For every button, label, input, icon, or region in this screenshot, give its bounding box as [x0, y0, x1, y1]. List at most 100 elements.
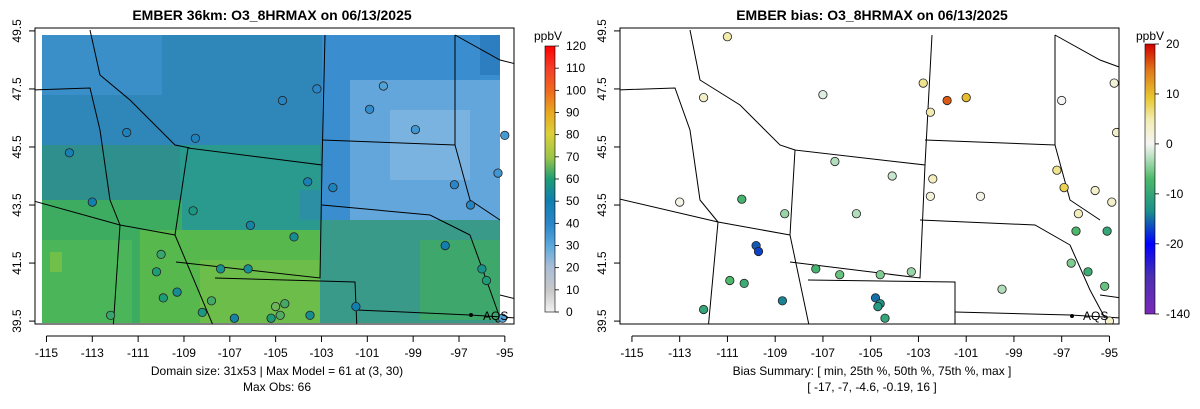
- bias-point: [1057, 95, 1067, 106]
- obs-point: [305, 310, 315, 320]
- colorbar-label: 40: [566, 216, 580, 230]
- colorbar-label: 20: [1166, 37, 1180, 51]
- y-tick-label: 49.5: [10, 19, 24, 43]
- bias-point: [1107, 197, 1117, 207]
- bias-y-axis: 39.5 41.5 43.5 45.5 47.5 49.5: [595, 19, 620, 333]
- bias-colorbar: ppbV 20 10 0 -10 -20 -140: [1136, 29, 1190, 321]
- bias-point: [1112, 127, 1119, 138]
- bias-point: [1052, 165, 1062, 175]
- bias-point: [942, 95, 952, 106]
- obs-point: [172, 287, 182, 297]
- bias-point: [975, 191, 986, 201]
- bias-point: [1073, 209, 1084, 219]
- bias-point: [835, 270, 845, 280]
- x-tick-label: -95: [1101, 346, 1119, 360]
- obs-point: [151, 267, 162, 277]
- bias-point: [1109, 78, 1119, 88]
- colorbar-label: 60: [566, 172, 580, 186]
- x-tick-label: -97: [1053, 346, 1071, 360]
- bias-point: [830, 156, 840, 167]
- colorbar-label: 70: [566, 150, 580, 164]
- bias-caption-line-1: Bias Summary: [ min, 25th %, 50th %, 75t…: [733, 364, 1012, 378]
- x-tick-label: -101: [954, 346, 978, 360]
- bias-point: [925, 107, 936, 117]
- y-tick-label: 43.5: [595, 193, 609, 217]
- bias-point: [906, 267, 916, 277]
- obs-point: [122, 127, 132, 138]
- x-tick-label: -103: [309, 346, 333, 360]
- obs-point: [440, 241, 450, 251]
- bias-point: [818, 90, 828, 100]
- colorbar-label: 100: [566, 83, 586, 97]
- bias-points: [675, 32, 1119, 324]
- bias-point: [811, 264, 821, 274]
- state-boundaries-right: [620, 29, 1119, 324]
- obs-point: [197, 307, 207, 317]
- x-tick-label: -101: [355, 346, 379, 360]
- obs-point: [190, 133, 200, 143]
- bias-point: [925, 191, 936, 201]
- x-tick-label: -113: [668, 346, 691, 360]
- bias-point: [1090, 185, 1100, 196]
- bias-point: [918, 78, 928, 88]
- colorbar-label: 50: [566, 194, 580, 208]
- model-colorbar-ramp: [544, 45, 556, 313]
- colorbar-label: 20: [566, 261, 580, 275]
- x-tick-label: -109: [172, 346, 196, 360]
- x-tick-label: -103: [906, 346, 930, 360]
- obs-point: [106, 310, 116, 320]
- x-tick-label: -111: [716, 346, 739, 360]
- bias-panel-title: EMBER bias: O3_8HRMAX on 06/13/2025: [736, 7, 1008, 23]
- obs-point: [158, 293, 168, 303]
- model-plot-frame: [34, 27, 515, 325]
- y-tick-label: 45.5: [10, 135, 24, 159]
- bias-point: [1071, 226, 1081, 236]
- colorbar-label: 10: [1166, 87, 1180, 101]
- bias-point: [739, 278, 749, 288]
- bias-point: [753, 246, 764, 257]
- x-tick-label: -111: [127, 346, 150, 360]
- bias-point: [997, 284, 1007, 294]
- x-tick-label: -97: [450, 346, 468, 360]
- obs-point: [245, 220, 255, 230]
- bias-point: [675, 197, 685, 207]
- colorbar-label: -20: [1166, 237, 1184, 251]
- obs-point: [500, 130, 510, 140]
- bias-colorbar-labels: 20 10 0 -10 -20 -140: [1155, 37, 1190, 321]
- aqs-marker-bias: [1070, 314, 1074, 318]
- obs-point: [275, 310, 285, 320]
- bias-point: [873, 301, 883, 312]
- y-tick-label: 39.5: [10, 309, 24, 333]
- colorbar-label: 110: [566, 61, 585, 75]
- y-tick-label: 47.5: [10, 77, 24, 101]
- obs-point: [497, 313, 508, 323]
- aqs-label: AQS: [483, 309, 508, 323]
- y-tick-label: 41.5: [10, 251, 24, 275]
- obs-point: [270, 301, 281, 312]
- model-x-axis: -115 -113 -111 -109 -107 -105 -103 -101 -99 -97 -9…: [35, 335, 514, 360]
- y-tick-label: 43.5: [10, 193, 24, 217]
- y-tick-label: 47.5: [595, 77, 609, 101]
- bias-colorbar-ramp: [1144, 43, 1156, 315]
- obs-point: [229, 313, 239, 323]
- bias-point: [961, 93, 971, 103]
- obs-point: [303, 177, 313, 187]
- bias-point: [1066, 258, 1076, 268]
- obs-point: [206, 296, 217, 306]
- observation-points: [64, 81, 510, 323]
- obs-point: [378, 81, 388, 91]
- colorbar-label: 80: [566, 128, 580, 142]
- obs-point: [328, 183, 338, 193]
- bias-point: [887, 171, 897, 181]
- x-tick-label: -109: [763, 346, 787, 360]
- bias-colorbar-title: ppbV: [1136, 29, 1164, 43]
- bias-point: [698, 304, 709, 315]
- bias-point: [1100, 281, 1110, 291]
- x-tick-label: -99: [404, 346, 422, 360]
- bias-point: [725, 275, 735, 286]
- colorbar-label: -10: [1166, 187, 1184, 201]
- obs-point: [493, 168, 503, 178]
- x-tick-label: -95: [496, 346, 514, 360]
